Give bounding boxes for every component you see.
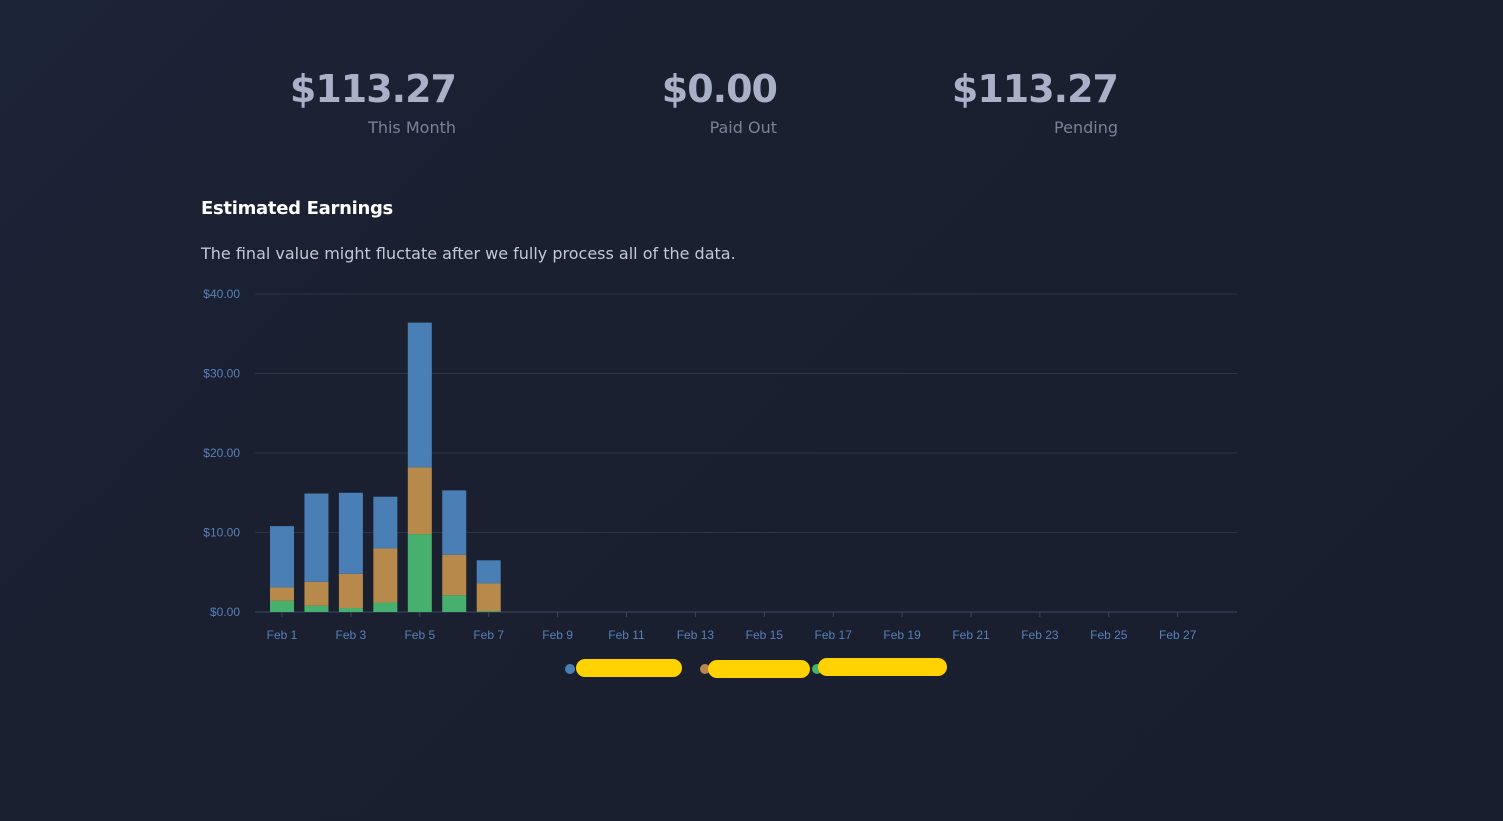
bar-segment bbox=[476, 560, 501, 584]
stat-label: Paid Out bbox=[709, 118, 777, 137]
y-tick-label: $20.00 bbox=[203, 446, 240, 460]
bar-segment bbox=[270, 587, 294, 601]
bar-segment bbox=[304, 493, 329, 582]
y-tick-label: $30.00 bbox=[203, 367, 240, 381]
stat-this-month: $113.27 This Month bbox=[156, 64, 457, 137]
bar-segment bbox=[270, 526, 294, 588]
stat-pending: $113.27 Pending bbox=[818, 64, 1119, 137]
stat-value: $113.27 bbox=[289, 67, 457, 111]
bar-segment bbox=[407, 534, 432, 612]
section-title: Estimated Earnings bbox=[201, 198, 393, 219]
bar-segment bbox=[442, 554, 467, 596]
x-tick-label: Feb 9 bbox=[542, 628, 573, 642]
bar-segment bbox=[407, 322, 432, 468]
x-tick-label: Feb 23 bbox=[1021, 628, 1059, 642]
bar-segment bbox=[338, 608, 363, 612]
bar-segment bbox=[407, 467, 432, 535]
bar-segment bbox=[338, 573, 363, 609]
stat-label: This Month bbox=[368, 118, 456, 137]
legend-label-redacted[interactable] bbox=[708, 660, 810, 678]
x-tick-label: Feb 25 bbox=[1090, 628, 1128, 642]
x-tick-label: Feb 11 bbox=[608, 628, 645, 642]
bar-segment bbox=[338, 492, 363, 574]
section-description: The final value might fluctate after we … bbox=[201, 244, 736, 263]
bar-segment bbox=[442, 490, 467, 555]
stat-value: $0.00 bbox=[661, 67, 778, 111]
earnings-chart: $0.00 $10.00 $20.00 $30.00 $40.00 Feb 1 Feb 3 F… bbox=[203, 287, 1237, 642]
x-tick-label: Feb 15 bbox=[746, 628, 784, 642]
y-tick-label: $40.00 bbox=[203, 287, 240, 301]
legend-dot-blue[interactable] bbox=[565, 664, 575, 674]
x-tick-label: Feb 1 bbox=[267, 628, 298, 642]
x-tick-label: Feb 5 bbox=[404, 628, 435, 642]
legend-dot-green[interactable] bbox=[812, 664, 822, 674]
x-tick-label: Feb 13 bbox=[677, 628, 715, 642]
x-tick-label: Feb 21 bbox=[952, 628, 990, 642]
bar-segment bbox=[373, 602, 398, 612]
bar-segment bbox=[373, 496, 398, 549]
y-tick-label: $10.00 bbox=[203, 526, 240, 540]
x-tick-label: Feb 17 bbox=[815, 628, 853, 642]
bar-segment bbox=[304, 605, 329, 612]
stat-paid-out: $0.00 Paid Out bbox=[477, 64, 778, 137]
bar-segment bbox=[304, 581, 329, 606]
legend-label-redacted[interactable] bbox=[576, 659, 682, 677]
x-tick-label: Feb 7 bbox=[473, 628, 504, 642]
bar-segment bbox=[373, 548, 398, 603]
y-tick-label: $0.00 bbox=[210, 605, 240, 619]
legend-label-redacted[interactable] bbox=[818, 658, 947, 676]
stat-label: Pending bbox=[1054, 118, 1118, 137]
stat-value: $113.27 bbox=[951, 67, 1119, 111]
x-tick-label: Feb 27 bbox=[1159, 628, 1197, 642]
x-tick-label: Feb 19 bbox=[883, 628, 921, 642]
bar-segment bbox=[476, 611, 501, 612]
legend-dot-orange[interactable] bbox=[700, 664, 710, 674]
bar-segment bbox=[442, 595, 467, 612]
bar-segment bbox=[476, 583, 501, 612]
x-tick-label: Feb 3 bbox=[336, 628, 367, 642]
bar-segment bbox=[270, 600, 294, 612]
